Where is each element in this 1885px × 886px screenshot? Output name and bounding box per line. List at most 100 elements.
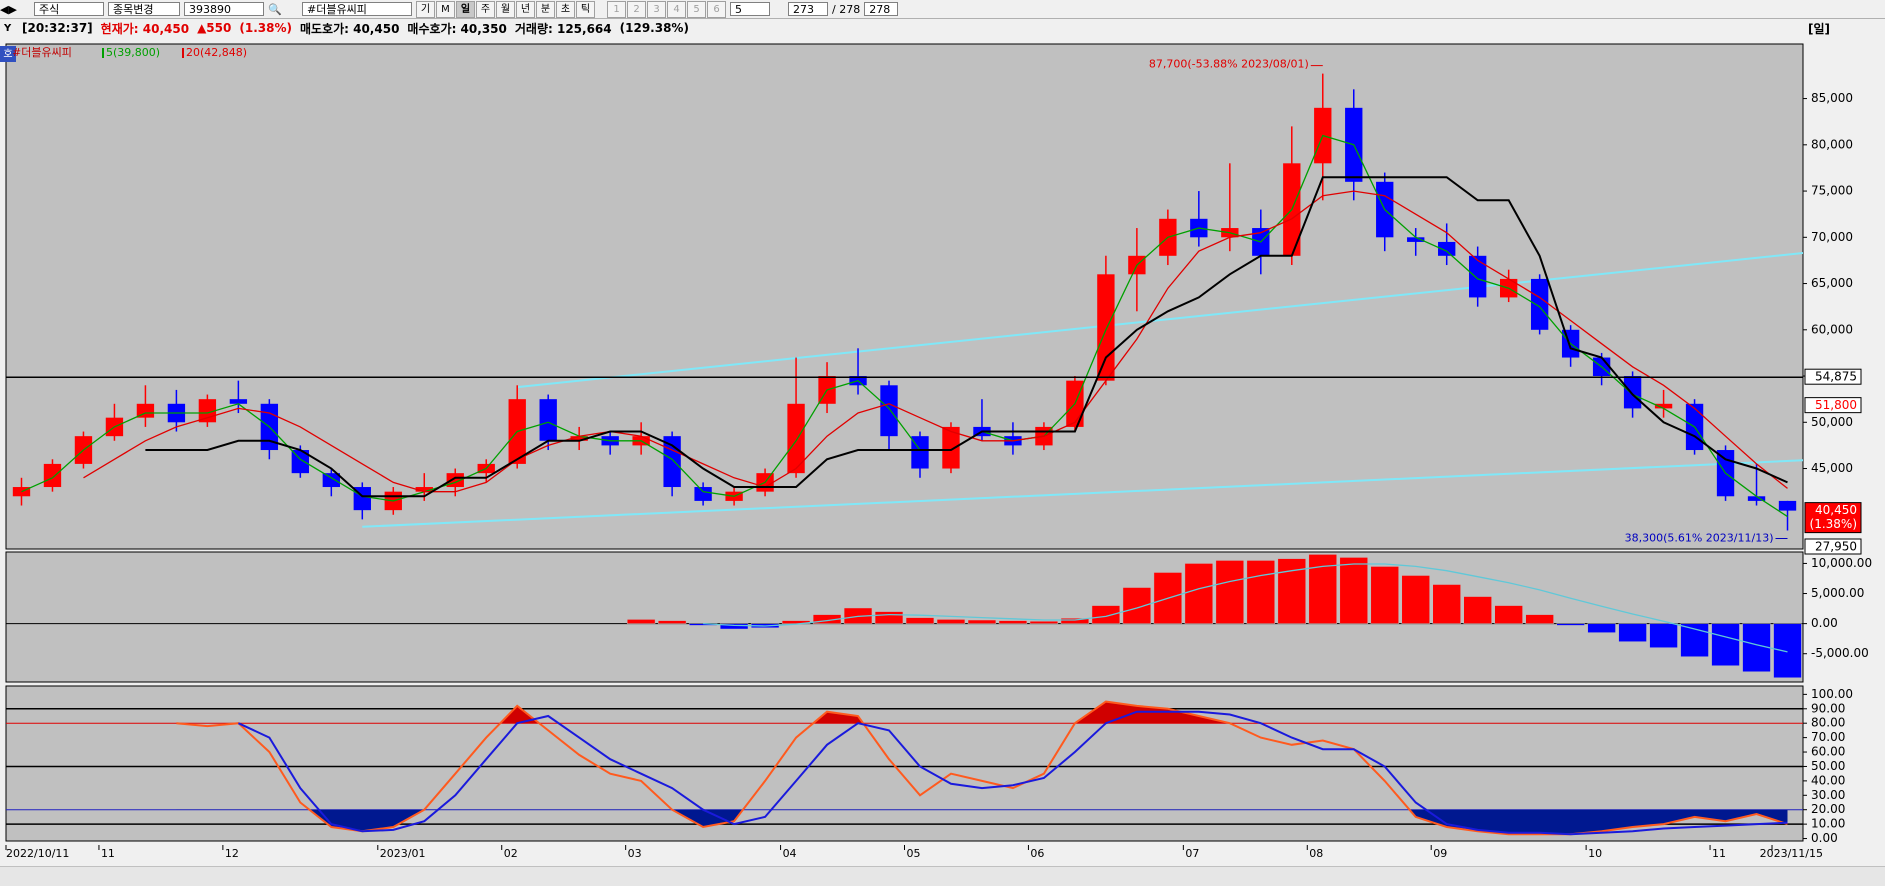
bar xyxy=(1184,563,1214,624)
page-input[interactable]: 273 xyxy=(788,2,828,16)
series-line xyxy=(83,190,1788,493)
series-line xyxy=(21,134,1788,518)
series-line xyxy=(237,710,1788,836)
y-tick-label: 20.00 xyxy=(1811,802,1845,816)
slot-button[interactable]: 1 xyxy=(607,0,626,18)
bar xyxy=(1463,596,1492,624)
bar xyxy=(1401,575,1430,624)
name-input[interactable]: #더블유씨피 xyxy=(302,2,412,16)
price-label: 54,875 xyxy=(1815,370,1857,384)
candle-body xyxy=(291,450,310,474)
bar xyxy=(1494,605,1523,624)
bottom-label-box xyxy=(1804,538,1862,555)
change-select[interactable]: 종목변경 xyxy=(108,2,180,16)
x-tick-label: 11 xyxy=(101,847,115,860)
quote-volume-pct: (129.38%) xyxy=(619,21,689,35)
bar xyxy=(967,619,997,624)
slot-button[interactable]: 4 xyxy=(667,0,686,18)
price-plot xyxy=(12,73,1803,531)
trendline xyxy=(517,252,1803,389)
market-select[interactable]: 주식 xyxy=(34,2,104,16)
bar xyxy=(1091,605,1121,624)
period-label: [일] xyxy=(1808,21,1831,36)
page-total: 278 xyxy=(864,2,899,16)
x-tick-label: 11 xyxy=(1712,847,1726,860)
period-button[interactable]: M xyxy=(436,0,455,18)
legend-swatch xyxy=(182,48,184,58)
y-tick-label: 75,000 xyxy=(1811,184,1853,198)
candle-body xyxy=(1097,274,1115,381)
period-button[interactable]: 일 xyxy=(456,0,475,18)
quote-volume: 거래량: 125,664 xyxy=(514,21,612,36)
candle-body xyxy=(322,473,340,488)
x-tick-label: 07 xyxy=(1185,847,1199,860)
x-tick-label: 08 xyxy=(1309,847,1323,860)
y-tick-label: 10,000.00 xyxy=(1811,556,1872,570)
candle-body xyxy=(787,403,805,474)
slot-button[interactable]: 5 xyxy=(687,0,706,18)
slot-button[interactable]: 2 xyxy=(627,0,646,18)
code-input[interactable]: 393890 xyxy=(184,2,264,16)
badge-box[interactable] xyxy=(0,46,16,62)
slot-button[interactable]: 6 xyxy=(707,0,726,18)
bar xyxy=(1742,623,1771,673)
x-tick-label: 03 xyxy=(628,847,642,860)
y-tick-label: 100.00 xyxy=(1811,687,1853,701)
period-button[interactable]: 년 xyxy=(516,0,535,18)
slot-select[interactable]: 5 xyxy=(730,2,770,16)
y-tick-label: 10.00 xyxy=(1811,817,1845,831)
series-line xyxy=(703,563,1788,653)
bar xyxy=(657,620,687,624)
period-button[interactable]: 주 xyxy=(476,0,495,18)
y-tick-label: 85,000 xyxy=(1811,91,1853,105)
quote-ask: 매도호가: 40,450 xyxy=(299,21,400,36)
series-line xyxy=(176,700,1788,836)
bar xyxy=(1525,614,1554,624)
bar xyxy=(1370,566,1399,624)
chart: 호 45,00050,00055,00060,00065,00070,00075… xyxy=(0,43,1872,860)
period-button[interactable]: 분 xyxy=(536,0,555,18)
pin-icon[interactable]: Y xyxy=(4,22,12,34)
nav-icons[interactable]: ◀▶ xyxy=(0,2,17,16)
candle-body xyxy=(1623,376,1642,409)
bar xyxy=(719,623,749,630)
candle-body xyxy=(942,426,960,469)
x-tick-label: 06 xyxy=(1030,847,1044,860)
y-tick-label: 50.00 xyxy=(1811,759,1845,773)
quote-bar: Y [20:32:37] 현재가: 40,450 ▲550 (1.38%) 매도… xyxy=(0,19,1885,37)
x-tick-label: 02 xyxy=(504,847,518,860)
slot-button[interactable]: 3 xyxy=(647,0,666,18)
price-label-box xyxy=(1804,397,1862,414)
candle-body xyxy=(1530,278,1549,330)
period-button[interactable]: 틱 xyxy=(576,0,595,18)
x-tick-label: 2023/11/15 xyxy=(1760,847,1823,860)
scrollbar[interactable] xyxy=(0,866,1885,886)
y-tick-label: 0.00 xyxy=(1811,616,1838,630)
bar xyxy=(1711,623,1740,666)
candle-body xyxy=(43,463,62,488)
bar xyxy=(1029,620,1059,624)
x-tick-label: 05 xyxy=(907,847,921,860)
search-icons[interactable]: 🔍 xyxy=(268,2,282,16)
candle-body xyxy=(880,385,898,437)
candle-body xyxy=(570,436,588,441)
period-button[interactable]: 월 xyxy=(496,0,515,18)
bar xyxy=(998,620,1028,624)
x-tick-label: 09 xyxy=(1433,847,1447,860)
x-tick-label: 04 xyxy=(783,847,797,860)
bar xyxy=(1277,558,1306,624)
series-line xyxy=(145,176,1788,498)
y-tick-label: 70,000 xyxy=(1811,230,1853,244)
x-tick-label: 12 xyxy=(225,847,239,860)
y-tick-label: 60.00 xyxy=(1811,745,1845,759)
period-button[interactable]: 초 xyxy=(556,0,575,18)
legend-entry: 5(39,800) xyxy=(106,46,160,59)
y-tick-label: 80.00 xyxy=(1811,716,1845,730)
legend-name: #더블유씨피 xyxy=(12,46,72,59)
y-tick-label: -5,000.00 xyxy=(1811,646,1869,660)
y-tick-label: 80,000 xyxy=(1811,137,1853,151)
x-tick-label: 10 xyxy=(1588,847,1602,860)
bottom-label: 27,950 xyxy=(1815,540,1857,554)
badge: 호 xyxy=(3,48,12,60)
period-button[interactable]: 기 xyxy=(416,0,435,18)
